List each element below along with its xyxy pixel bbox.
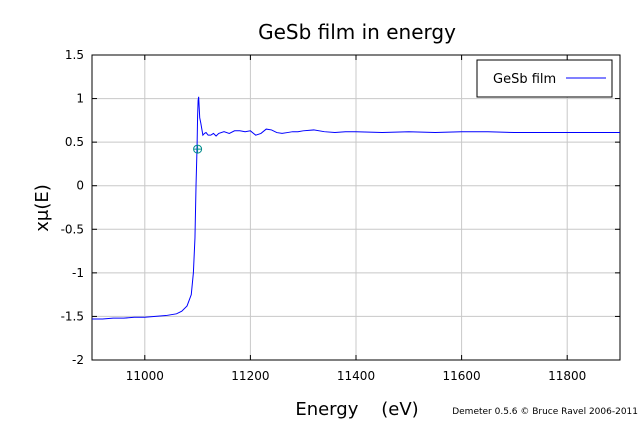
credit-text: Demeter 0.5.6 © Bruce Ravel 2006-2011 [452,407,638,417]
x-tick-labels: 11000 11200 11400 11600 11800 [126,369,587,383]
y-tick-label: 0.5 [65,135,84,149]
y-axis-label: xμ(E) [32,184,53,232]
y-tick-label: -0.5 [61,222,84,236]
edge-marker [193,144,203,154]
series-line-gesb-film [92,96,620,320]
x-axis-label: Energy (eV) [295,399,418,420]
y-tick-label: -1 [72,266,84,280]
axis-ticks [92,54,620,361]
y-tick-label: -1.5 [61,309,84,323]
x-tick-label: 11200 [231,369,269,383]
grid [92,55,620,360]
x-tick-label: 11800 [548,369,586,383]
x-tick-label: 11600 [443,369,481,383]
y-tick-label: -2 [72,353,84,367]
x-tick-label: 11400 [337,369,375,383]
y-tick-label: 1 [76,92,84,106]
legend: GeSb film [476,59,613,98]
legend-label: GeSb film [493,72,556,87]
x-tick-label: 11000 [126,369,164,383]
y-tick-label: 1.5 [65,48,84,62]
chart-title: GeSb film in energy [258,20,456,44]
y-tick-labels: -2 -1.5 -1 -0.5 0 0.5 1 1.5 [61,48,84,367]
y-tick-label: 0 [76,179,84,193]
